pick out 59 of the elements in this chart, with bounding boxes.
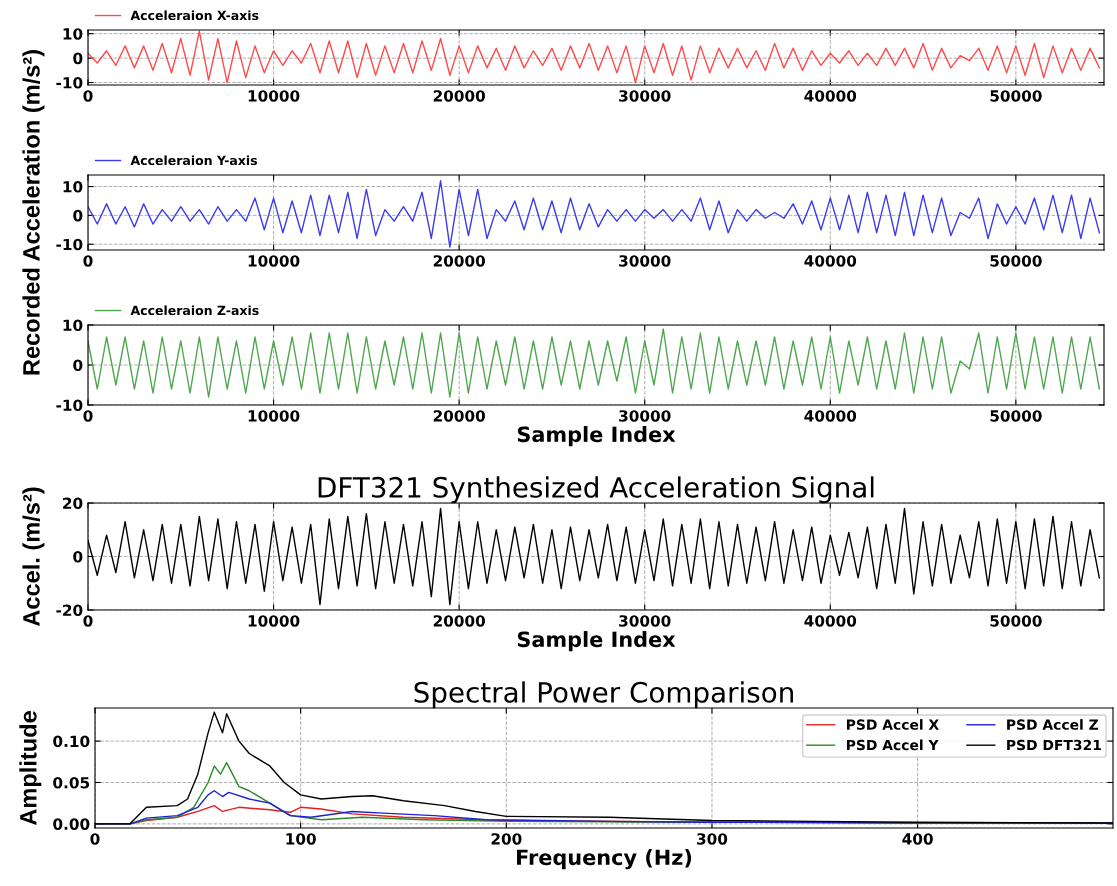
y-tick-label: 0.00 [53,818,90,830]
y-tick-label: 0 [73,359,83,372]
x-tick-label: 40000 [804,255,857,267]
x-axis-title: Sample Index [517,631,676,652]
x-tick-label: 30000 [619,410,671,422]
x-tick-label: 20000 [433,255,485,267]
x-tick-label: 20000 [433,90,485,102]
legend-label: Acceleraion Z-axis [130,305,259,316]
y-tick-label: 0 [73,52,83,65]
x-tick-label: 30000 [619,615,671,627]
line-series [88,30,1101,84]
y-tick-label: -10 [56,238,83,251]
x-tick-label: 10000 [248,615,300,627]
line-series [88,507,1101,606]
y-axis-title: Amplitude [19,711,42,826]
x-tick-label: 40000 [804,615,857,627]
x-tick-label: 40000 [804,410,857,422]
y-axis-title: Recorded Acceleration (m/s²) [22,50,45,375]
x-tick-label: 50000 [990,410,1042,422]
legend-label: PSD DFT321 [1007,739,1101,751]
y-tick-label: 10 [63,28,83,40]
x-tick-label: 20000 [433,410,485,422]
x-tick-label: 10000 [248,90,300,102]
x-tick-label: 0 [90,833,100,845]
x-tick-label: 30000 [619,255,671,267]
legend-label: PSD Accel Y [846,739,939,751]
x-axis-title: Sample Index [517,426,676,447]
x-tick-label: 40000 [804,90,857,102]
x-tick-label: 200 [491,833,522,845]
line-series [95,711,1113,825]
x-tick-label: 100 [286,833,316,845]
x-tick-label: 400 [902,833,933,845]
x-tick-label: 50000 [990,255,1042,267]
legend-label: Acceleraion X-axis [130,10,259,21]
x-tick-label: 10000 [248,255,300,267]
legend-label: Acceleraion Y-axis [130,155,257,166]
legend-label: PSD Accel X [846,719,939,730]
y-tick-label: 20 [63,497,83,510]
y-axis-title: Accel. (m/s²) [22,487,45,627]
chart-title: Spectral Power Comparison [414,681,793,709]
y-tick-label: -20 [56,604,83,617]
x-tick-label: 20000 [433,615,485,627]
x-axis-title: Frequency (Hz) [517,849,692,870]
x-tick-label: 10000 [248,410,300,422]
x-tick-label: 50000 [990,615,1042,627]
y-tick-label: 0 [73,550,83,563]
y-tick-label: 10 [63,319,83,332]
y-tick-label: 0 [73,209,83,222]
y-tick-label: -10 [56,399,83,412]
y-tick-label: 0.10 [53,735,90,748]
legend-label: PSD Accel Z [1007,719,1099,730]
x-tick-label: 30000 [619,90,671,102]
line-series [88,180,1101,248]
x-tick-label: 50000 [990,90,1042,102]
y-tick-label: -10 [56,77,83,89]
x-tick-label: 300 [697,833,728,845]
y-tick-label: 0.05 [53,776,90,789]
chart-title: DFT321 Synthesized Acceleration Signal [318,476,874,504]
y-tick-label: 10 [63,181,83,193]
